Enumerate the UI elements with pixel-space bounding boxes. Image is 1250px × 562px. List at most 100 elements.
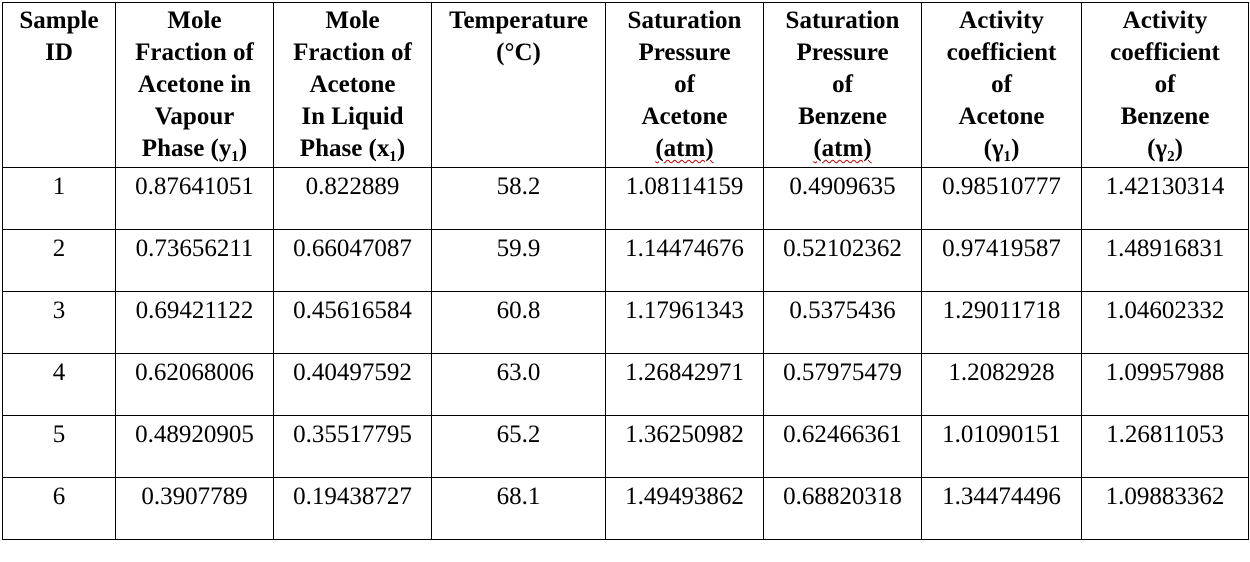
header-line: (°C): [496, 39, 541, 66]
cell-psat-acetone: 1.08114159: [605, 167, 764, 230]
table-row: 5 0.48920905 0.35517795 65.2 1.36250982 …: [2, 415, 1249, 478]
header-line: of: [832, 71, 853, 98]
cell-x1: 0.35517795: [273, 415, 432, 478]
cell-gamma1: 1.2082928: [921, 353, 1082, 416]
header-line: ID: [45, 39, 73, 66]
header-line: coefficient: [1110, 39, 1220, 66]
cell-y1: 0.69421122: [115, 291, 274, 354]
cell-x1: 0.45616584: [273, 291, 432, 354]
cell-psat-acetone: 1.14474676: [605, 229, 764, 292]
cell-psat-acetone: 1.26842971: [605, 353, 764, 416]
cell-y1: 0.62068006: [115, 353, 274, 416]
table-row: 1 0.87641051 0.822889 58.2 1.08114159 0.…: [2, 167, 1249, 230]
cell-gamma1: 1.29011718: [921, 291, 1082, 354]
cell-y1: 0.73656211: [115, 229, 274, 292]
cell-y1: 0.3907789: [115, 477, 274, 540]
header-liquid-mole-fraction: Mole Fraction of Acetone In Liquid Phase…: [273, 2, 432, 168]
table-row: 2 0.73656211 0.66047087 59.9 1.14474676 …: [2, 229, 1249, 292]
header-row: Sample ID Mole Fraction of Acetone in Va…: [2, 2, 1249, 168]
header-line: In Liquid: [301, 103, 404, 130]
cell-gamma1: 0.97419587: [921, 229, 1082, 292]
header-line: Saturation: [785, 7, 900, 34]
header-line: Activity: [1122, 7, 1208, 34]
header-line: Mole: [325, 7, 380, 34]
header-line: Acetone: [958, 103, 1045, 130]
cell-x1: 0.822889: [273, 167, 432, 230]
cell-y1: 0.48920905: [115, 415, 274, 478]
cell-temperature: 65.2: [431, 415, 606, 478]
header-line: of: [674, 71, 695, 98]
header-activity-coefficient-benzene: Activity coefficient of Benzene (γ₂): [1081, 2, 1249, 168]
header-line: Benzene: [1120, 103, 1210, 130]
header-saturation-pressure-acetone: Saturation Pressure of Acetone (atm): [605, 2, 764, 168]
cell-temperature: 68.1: [431, 477, 606, 540]
cell-sample-id: 1: [2, 167, 116, 230]
vle-data-table: Sample ID Mole Fraction of Acetone in Va…: [2, 2, 1249, 540]
table-row: 3 0.69421122 0.45616584 60.8 1.17961343 …: [2, 291, 1249, 354]
cell-psat-benzene: 0.68820318: [763, 477, 922, 540]
cell-psat-acetone: 1.49493862: [605, 477, 764, 540]
header-line: of: [1154, 71, 1176, 98]
spellcheck-underline-text: (atm): [813, 135, 872, 162]
cell-psat-benzene: 0.52102362: [763, 229, 922, 292]
table-row: 4 0.62068006 0.40497592 63.0 1.26842971 …: [2, 353, 1249, 416]
cell-gamma2: 1.26811053: [1081, 415, 1249, 478]
data-table-container: Sample ID Mole Fraction of Acetone in Va…: [2, 2, 1249, 540]
header-line: Phase (y₁): [141, 135, 248, 162]
header-line: (atm): [764, 133, 921, 165]
cell-temperature: 59.9: [431, 229, 606, 292]
cell-temperature: 63.0: [431, 353, 606, 416]
header-line: Acetone in: [137, 71, 252, 98]
header-line: Acetone: [309, 71, 396, 98]
header-line: coefficient: [946, 39, 1057, 66]
cell-psat-acetone: 1.17961343: [605, 291, 764, 354]
cell-gamma2: 1.09957988: [1081, 353, 1249, 416]
cell-x1: 0.66047087: [273, 229, 432, 292]
cell-gamma1: 0.98510777: [921, 167, 1082, 230]
cell-sample-id: 2: [2, 229, 116, 292]
header-temperature: Temperature (°C): [431, 2, 606, 168]
cell-gamma2: 1.04602332: [1081, 291, 1249, 354]
header-line: Saturation: [627, 7, 742, 34]
header-line: Mole: [167, 7, 222, 34]
cell-psat-benzene: 0.57975479: [763, 353, 922, 416]
header-line: (atm): [606, 133, 763, 165]
header-line: (γ₁): [983, 135, 1020, 162]
cell-temperature: 58.2: [431, 167, 606, 230]
header-line: Fraction of: [293, 39, 412, 66]
header-saturation-pressure-benzene: Saturation Pressure of Benzene (atm): [763, 2, 922, 168]
header-vapour-mole-fraction: Mole Fraction of Acetone in Vapour Phase…: [115, 2, 274, 168]
cell-gamma1: 1.34474496: [921, 477, 1082, 540]
cell-psat-benzene: 0.4909635: [763, 167, 922, 230]
header-activity-coefficient-acetone: Activity coefficient of Acetone (γ₁): [921, 2, 1082, 168]
header-line: Acetone: [641, 103, 728, 130]
cell-temperature: 60.8: [431, 291, 606, 354]
cell-sample-id: 4: [2, 353, 116, 416]
cell-x1: 0.40497592: [273, 353, 432, 416]
header-line: Activity: [959, 7, 1044, 34]
cell-sample-id: 6: [2, 477, 116, 540]
cell-gamma2: 1.42130314: [1081, 167, 1249, 230]
cell-sample-id: 5: [2, 415, 116, 478]
header-line: Pressure: [638, 39, 731, 66]
header-line: Sample: [19, 7, 99, 34]
cell-sample-id: 3: [2, 291, 116, 354]
cell-x1: 0.19438727: [273, 477, 432, 540]
table-row: 6 0.3907789 0.19438727 68.1 1.49493862 0…: [2, 477, 1249, 540]
cell-gamma2: 1.09883362: [1081, 477, 1249, 540]
header-sample-id: Sample ID: [2, 2, 116, 168]
header-line: Benzene: [798, 103, 887, 130]
spellcheck-underline-text: (atm): [655, 135, 714, 162]
cell-psat-acetone: 1.36250982: [605, 415, 764, 478]
header-line: Pressure: [796, 39, 889, 66]
cell-psat-benzene: 0.62466361: [763, 415, 922, 478]
header-line: Fraction of: [135, 39, 254, 66]
header-line: (γ₂): [1147, 135, 1183, 162]
cell-gamma1: 1.01090151: [921, 415, 1082, 478]
header-line: Phase (x₁): [299, 135, 406, 162]
header-line: Temperature: [449, 7, 588, 34]
cell-gamma2: 1.48916831: [1081, 229, 1249, 292]
header-line: Vapour: [154, 103, 235, 130]
cell-y1: 0.87641051: [115, 167, 274, 230]
header-line: of: [991, 71, 1012, 98]
